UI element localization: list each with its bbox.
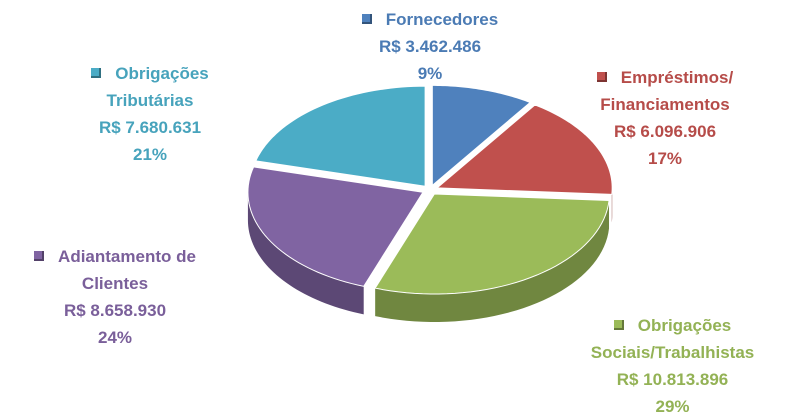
percent-label: 9%: [417, 64, 443, 83]
legend-swatch: [91, 68, 102, 78]
slice: [255, 85, 426, 187]
label-name: Obrigações Sociais/Trabalhistas: [565, 312, 780, 366]
percent-label: 21%: [132, 145, 168, 164]
data-label: Obrigações Sociais/Trabalhistas R$ 10.813…: [565, 312, 780, 419]
data-label: Fornecedores R$ 3.462.486 9%: [320, 6, 540, 87]
legend-swatch: [361, 14, 372, 24]
slice-side: [375, 200, 610, 322]
value-label: R$ 7.680.631: [98, 118, 202, 137]
legend-swatch: [613, 320, 624, 330]
label-name: Empréstimos/ Financiamentos: [560, 64, 770, 118]
data-label: Empréstimos/ Financiamentos R$ 6.096.906 1…: [560, 64, 770, 172]
category-name: Adiantamento de Clientes: [58, 247, 196, 293]
percent-label: 17%: [647, 149, 683, 168]
value-label: R$ 8.658.930: [63, 301, 167, 320]
slice: [431, 84, 532, 187]
slice: [247, 166, 424, 287]
data-label: Adiantamento de Clientes R$ 8.658.930 24%: [5, 243, 225, 351]
legend-swatch: [34, 251, 45, 261]
data-label: Obrigações Tributárias R$ 7.680.631 21%: [55, 60, 245, 168]
category-name: Empréstimos/ Financiamentos: [600, 68, 734, 114]
label-name: Adiantamento de Clientes: [5, 243, 225, 297]
label-name: Obrigações Tributárias: [55, 60, 245, 114]
slice: [374, 193, 610, 295]
value-label: R$ 10.813.896: [616, 370, 729, 389]
slice-side: [247, 192, 364, 315]
label-name: Fornecedores: [320, 6, 540, 33]
value-label: R$ 6.096.906: [613, 122, 717, 141]
percent-label: 29%: [655, 397, 690, 416]
slice: [435, 104, 613, 195]
category-name: Fornecedores: [385, 10, 499, 29]
category-name: Obrigações Tributárias: [106, 64, 209, 110]
legend-swatch: [596, 72, 607, 82]
percent-label: 24%: [97, 328, 133, 347]
category-name: Obrigações Sociais/Trabalhistas: [590, 316, 755, 362]
value-label: R$ 3.462.486: [378, 37, 482, 56]
